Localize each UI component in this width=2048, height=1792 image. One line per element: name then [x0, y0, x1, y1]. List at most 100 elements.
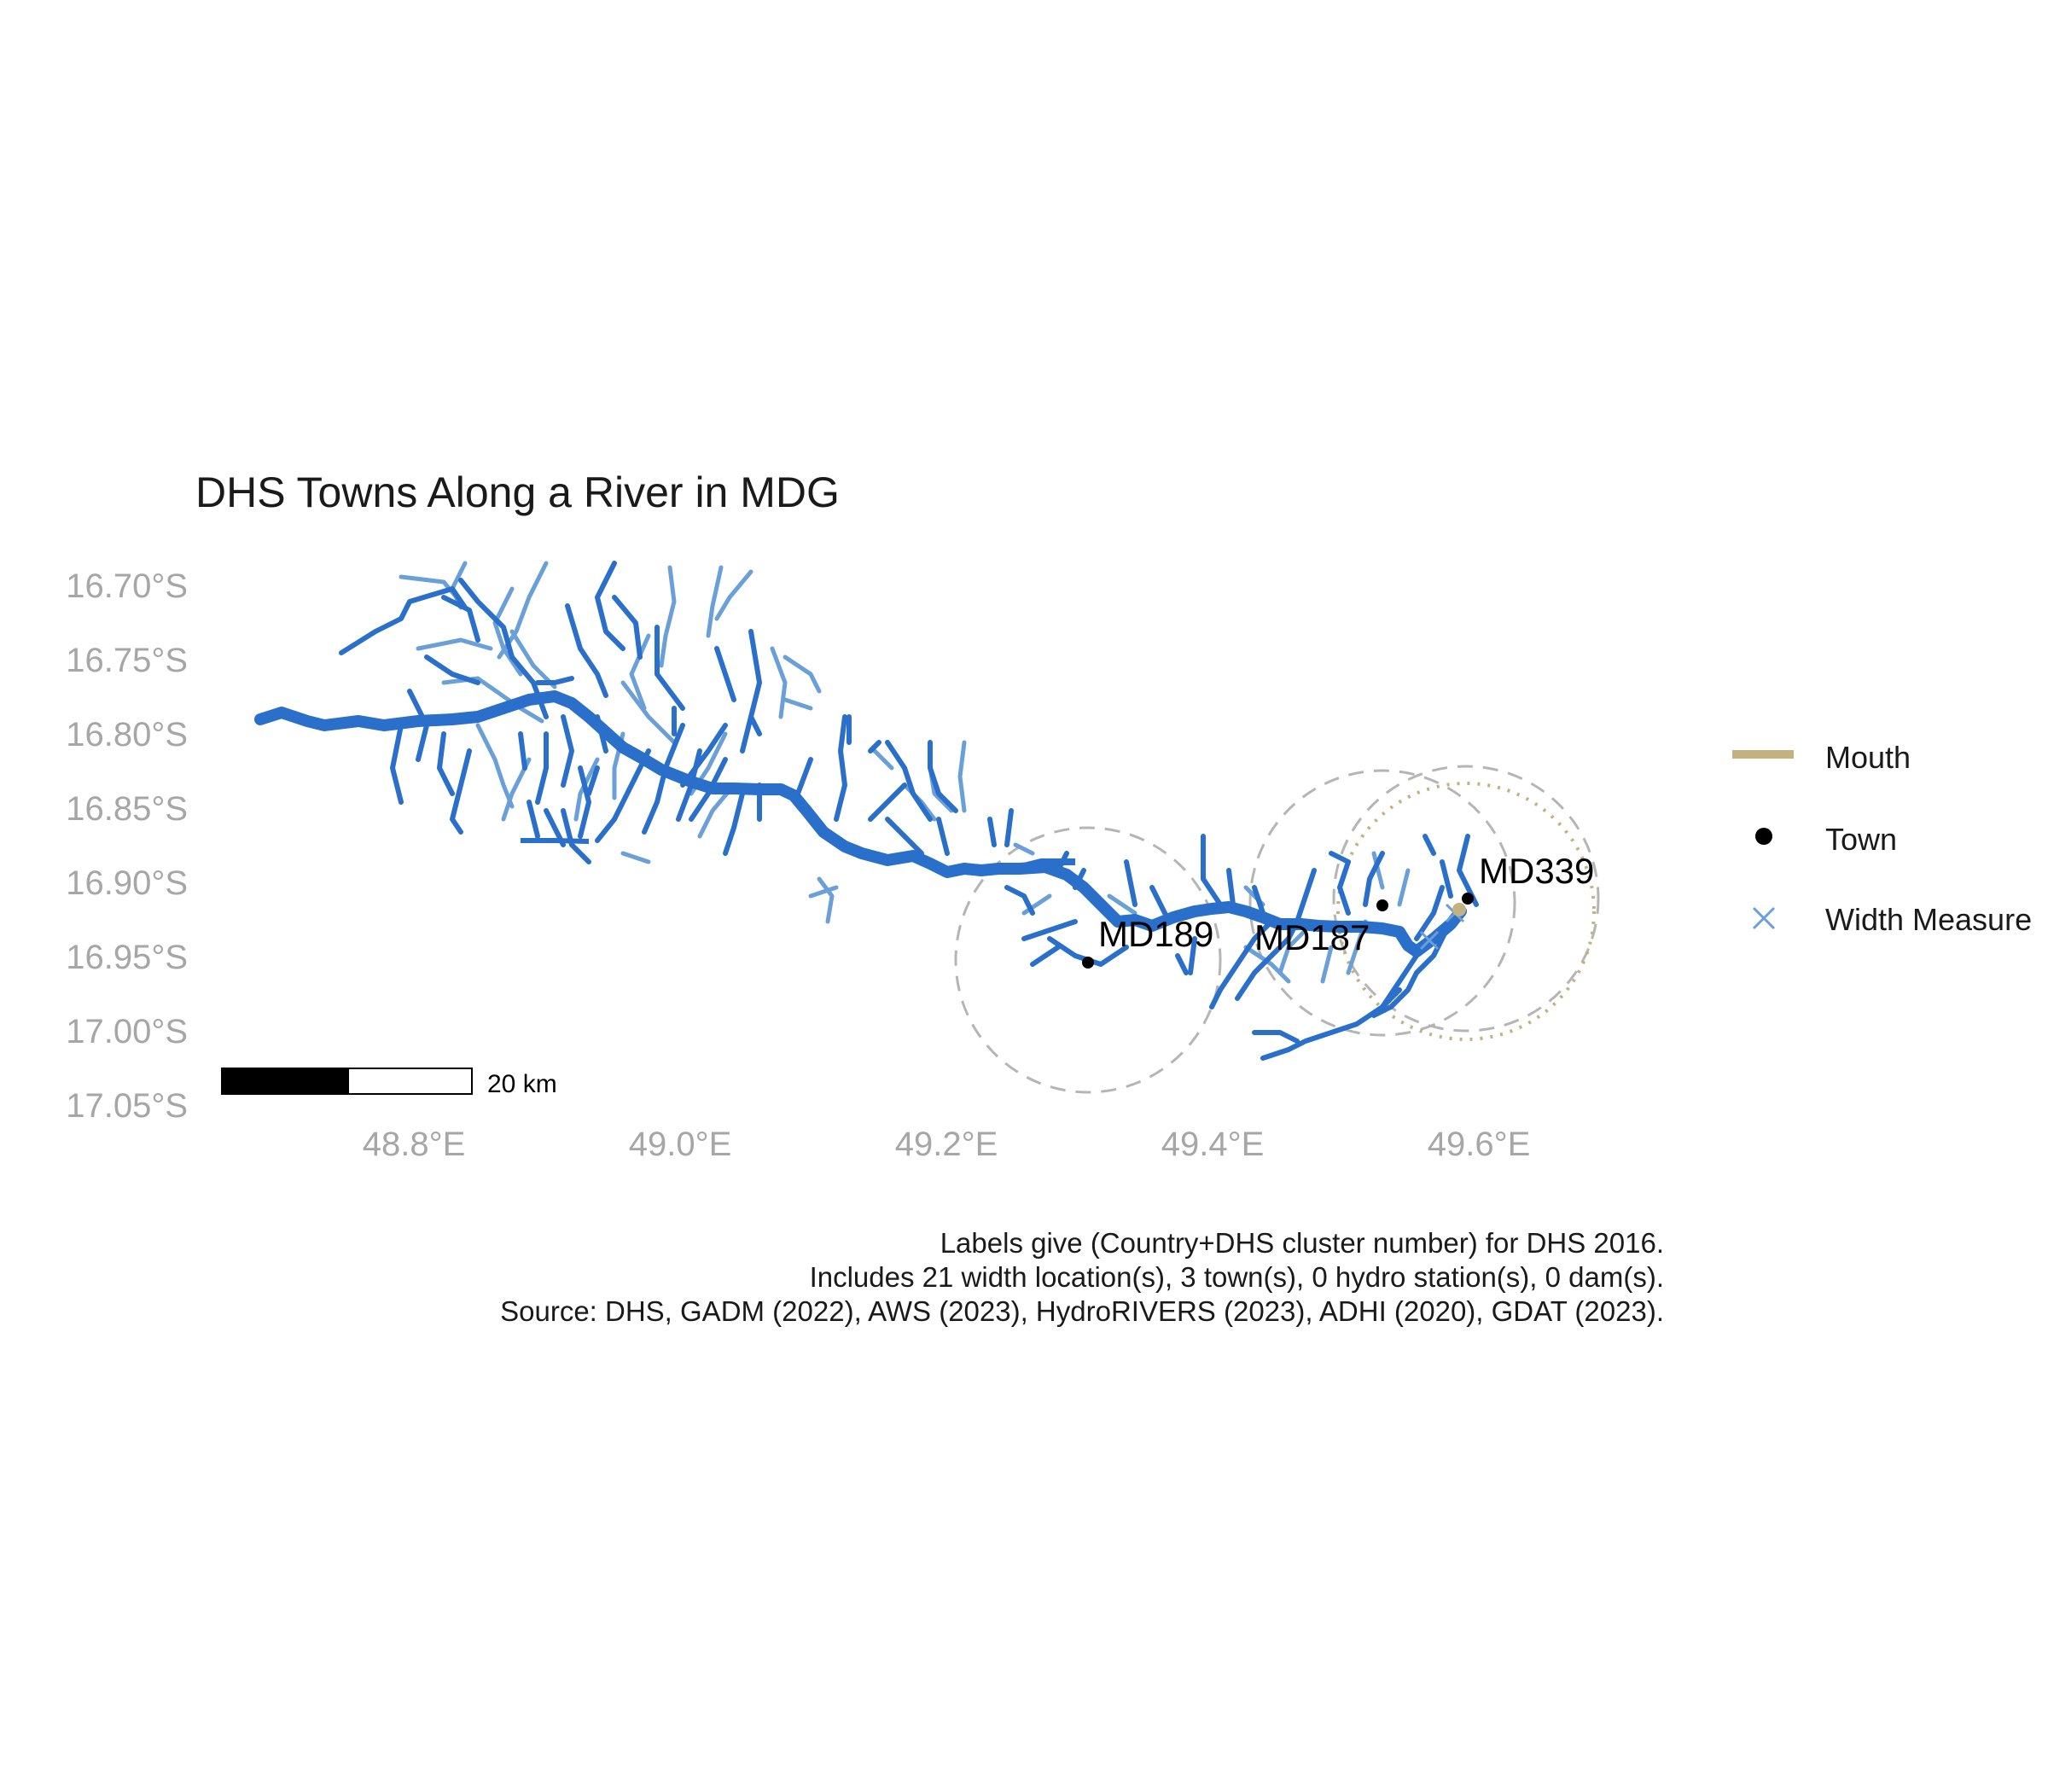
town-label: MD187 — [1254, 917, 1370, 957]
town-point — [1376, 899, 1388, 911]
x-axis: 48.8°E 49.0°E 49.2°E 49.4°E 49.6°E — [363, 1126, 1531, 1163]
tributary-path — [642, 723, 685, 835]
x-tick-label: 49.0°E — [629, 1126, 732, 1163]
river-mouth-point — [1452, 903, 1466, 916]
tributary-path — [783, 655, 822, 694]
legend-width-measure-label: Width Measure — [1825, 902, 2032, 937]
y-tick-label: 16.80°S — [66, 716, 188, 753]
tributary-path — [441, 676, 544, 724]
tributary-path — [535, 731, 549, 805]
x-tick-label: 48.8°E — [363, 1126, 466, 1163]
tributary-path — [518, 731, 527, 771]
y-axis: 16.70°S 16.75°S 16.80°S 16.85°S 16.90°S … — [66, 567, 188, 1125]
tributary-path — [868, 740, 881, 753]
tributary-path — [561, 714, 574, 788]
tributary-path — [1457, 834, 1479, 907]
tributary-path — [872, 748, 894, 771]
x-tick-label: 49.4°E — [1161, 1126, 1265, 1163]
y-tick-label: 16.75°S — [66, 642, 188, 679]
tributary-path — [1440, 859, 1453, 899]
tributary-path — [437, 731, 455, 796]
tributary-path — [475, 723, 515, 809]
scale-bar-light-segment — [347, 1068, 473, 1095]
tributary-path — [612, 595, 643, 660]
x-tick-label: 49.6°E — [1428, 1126, 1531, 1163]
tributary-path — [424, 655, 480, 685]
y-tick-label: 16.70°S — [66, 567, 188, 605]
tributary-path — [416, 637, 493, 651]
scale-bar-label: 20 km — [487, 1070, 557, 1098]
tributary-path — [1423, 834, 1436, 856]
tributary-path — [586, 765, 600, 796]
legend-mouth-label: Mouth — [1825, 740, 1911, 775]
tributary-path — [458, 578, 549, 719]
tributary-path — [595, 748, 651, 843]
tributary-path — [620, 851, 651, 864]
width-measure-marker — [1419, 930, 1440, 951]
y-tick-label: 16.90°S — [66, 864, 188, 902]
tributary-path — [565, 603, 608, 698]
tributary-path — [1277, 928, 1308, 975]
tributary-path — [441, 595, 480, 643]
tributary-path — [689, 757, 728, 822]
tributary-path — [339, 586, 468, 655]
tributary-path — [706, 565, 724, 638]
tributary-path — [1226, 868, 1236, 907]
town-point — [1462, 893, 1474, 905]
tributary-path — [1004, 808, 1014, 847]
tributary-path — [770, 646, 788, 719]
caption-line: Includes 21 width location(s), 3 town(s)… — [810, 1261, 1664, 1293]
legend-town-key — [1755, 828, 1772, 845]
tributary-path — [1175, 953, 1189, 975]
legend-town-label: Town — [1825, 822, 1897, 857]
tributary-path — [808, 885, 839, 899]
x-tick-label: 49.2°E — [895, 1126, 998, 1163]
tributary-path — [795, 757, 813, 796]
tributary-path — [1295, 868, 1317, 924]
map-title: DHS Towns Along a River in MDG — [195, 468, 840, 516]
tributary-path — [390, 723, 404, 805]
tributary-path — [450, 748, 472, 835]
main-river — [254, 690, 1467, 957]
town-buffer-circle — [1248, 769, 1516, 1037]
legend: Mouth Town Width Measure — [1732, 740, 2032, 937]
town-buffers — [954, 765, 1600, 1094]
tributary-path — [595, 561, 625, 651]
tributary-path — [1004, 885, 1035, 916]
tributary-path — [1021, 919, 1078, 941]
tributary-path — [655, 625, 685, 711]
tributary-path — [578, 765, 591, 839]
caption: Labels give (Country+DHS cluster number)… — [500, 1227, 1664, 1327]
town-label: MD189 — [1098, 914, 1213, 954]
scale-bar-dark-segment — [221, 1068, 349, 1095]
tributary-path — [1006, 858, 1075, 874]
tributary-path — [957, 740, 967, 813]
tributary-path — [1252, 885, 1265, 916]
tributary-path — [1188, 936, 1197, 975]
tributary-path — [1414, 885, 1445, 941]
tributary-path — [1329, 851, 1351, 916]
legend-width-measure-key — [1752, 906, 1776, 930]
tributary-path — [659, 565, 677, 668]
towns: MD189 MD187 MD339 — [1082, 851, 1594, 969]
tributary-path — [885, 817, 924, 856]
tributary-path — [928, 740, 958, 813]
tributary-path — [987, 817, 997, 847]
tributary-path — [561, 808, 591, 864]
tributary-path — [783, 697, 813, 711]
scale-bar: 20 km — [221, 1068, 557, 1098]
tributary-path — [1286, 987, 1402, 1052]
tributary-path — [527, 800, 540, 839]
caption-line: Source: DHS, GADM (2022), AWS (2023), Hy… — [500, 1295, 1664, 1327]
tributary-path — [501, 757, 532, 822]
tributary-path — [1243, 945, 1291, 984]
y-tick-label: 17.05°S — [66, 1087, 188, 1125]
tributary-path — [714, 646, 736, 702]
tributary-path — [629, 633, 651, 711]
tributary-path — [1320, 945, 1334, 984]
tributary-path — [620, 680, 677, 745]
tributary-path — [1209, 919, 1274, 1009]
tributary-path — [723, 791, 745, 856]
y-tick-label: 16.85°S — [66, 790, 188, 828]
